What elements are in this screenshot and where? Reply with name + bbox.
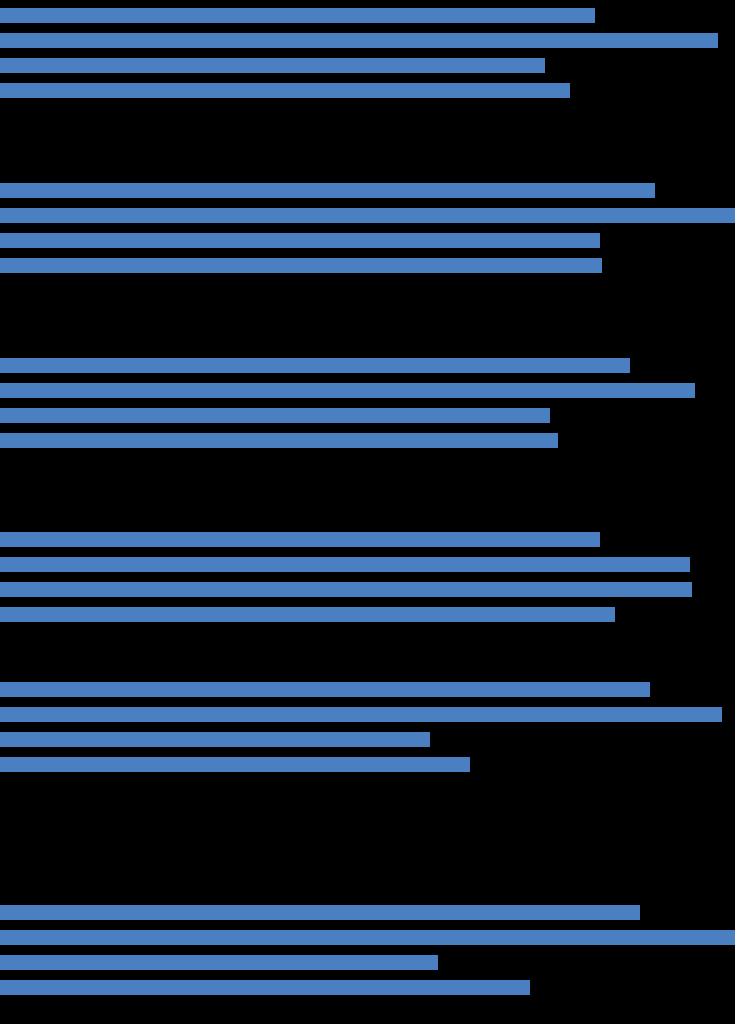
bar [0,358,630,373]
bar [0,433,558,448]
bar [0,58,545,73]
bar-group [0,682,735,782]
bar [0,33,718,48]
bar [0,83,570,98]
bar [0,707,722,722]
bar [0,930,735,945]
bar [0,532,600,547]
bar-group [0,8,735,108]
bar [0,183,655,198]
bar-group [0,183,735,283]
bar [0,258,602,273]
bar [0,8,595,23]
horizontal-bar-chart [0,0,735,1024]
bar [0,757,470,772]
bar-group [0,905,735,1005]
bar-group [0,358,735,458]
bar [0,408,550,423]
bar [0,582,692,597]
bar [0,732,430,747]
bar [0,383,695,398]
bar [0,607,615,622]
bar [0,233,600,248]
bar [0,955,438,970]
bar [0,905,640,920]
bar-group [0,532,735,632]
bar [0,682,650,697]
bar [0,557,690,572]
bar [0,980,530,995]
bar [0,208,735,223]
